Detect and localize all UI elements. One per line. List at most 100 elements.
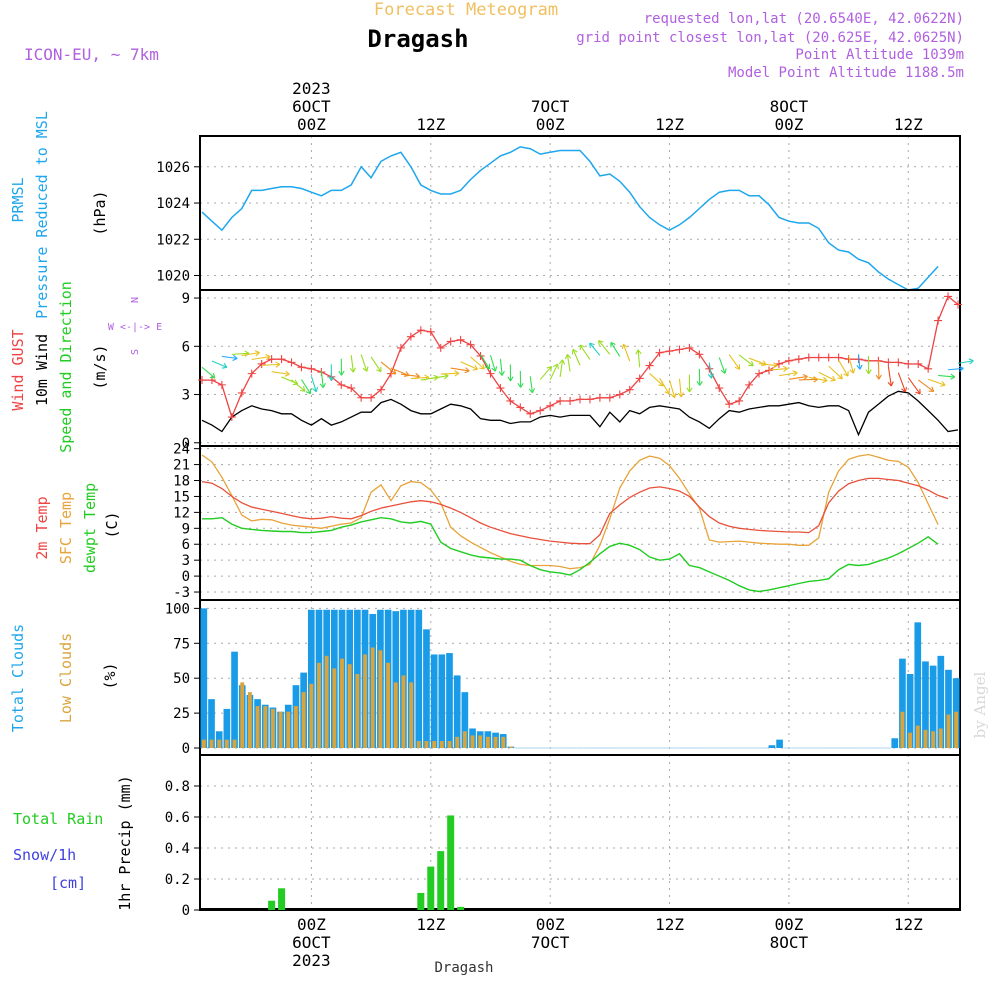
point-altitude: Point Altitude 1039m [795,47,964,63]
ytick-label: 6 [182,339,190,355]
wind-arrow [470,356,485,370]
wind-arrow-head [843,371,849,377]
wind-arrow [798,378,818,381]
total-cloud-bar [899,658,906,749]
wind-arrow-head [464,367,470,374]
wind-arrow-head [950,373,956,380]
wind-arrow [201,366,216,379]
compass-rose: N W <-|-> E S [108,297,162,355]
gust-marker [197,376,206,385]
low-cloud-bar [317,662,321,749]
wind-arrow [788,375,808,380]
low-cloud-bar [462,731,467,749]
gust-marker [237,388,246,397]
gust-marker [456,335,465,344]
wind-arrow-head [772,362,778,369]
wind-arrow [572,349,581,366]
requested-coords: requested lon,lat (20.6540E, 42.0622N) [644,11,964,27]
gust-marker [725,400,734,409]
bottom-time-label: 12Z [416,915,445,934]
gust-marker [615,390,624,399]
gust-marker [426,327,435,336]
sfc-label: SFC Temp [57,492,75,564]
wind-arrow-head [782,365,788,373]
gust-label: Wind GUST [9,329,27,410]
ytick-label: 100 [165,601,190,617]
t2m-line [201,477,949,545]
low-cloud-bar [493,736,498,749]
rain-bar [427,866,435,910]
panel-border [199,754,961,911]
gust-marker [536,406,545,415]
low-cloud-bar [271,708,275,749]
gust-marker [904,359,913,368]
wind-arrow-head [901,386,908,393]
wind-arrow [440,372,459,375]
wind-arrow-head [635,349,642,355]
low-cloud-bar [309,683,314,749]
low-cloud-bar [386,662,390,749]
gust-marker [506,396,515,405]
top-time-label: 7OCT [531,97,570,116]
wind-arrow [887,366,892,387]
gust-marker [516,403,525,412]
total-cloud-bar [891,738,899,749]
wind-arrow-head [254,350,260,357]
wind-arrow-head [491,366,498,372]
gust-marker [884,358,893,367]
wind-arrow [261,363,280,366]
total-cloud-bar [208,699,215,749]
snow-label: Snow/1h [13,846,76,864]
model-altitude: Model Point Altitude 1188.5m [728,65,964,81]
gust-marker [347,384,356,393]
wind-arrow-head [305,388,312,395]
gust-marker [685,343,694,352]
wind-arrow [778,372,798,377]
gust-marker [267,355,276,364]
total-cloud-bar [922,661,929,749]
top-time-label: 6OCT [292,97,331,116]
low-cloud-bar [378,650,383,749]
low-cloud-bar [263,706,268,749]
low-cloud-bar [923,729,928,749]
pressure-unit: (hPa) [91,190,109,235]
ytick-label: -3 [173,585,190,601]
wind-arrow [598,340,611,355]
low-cloud-bar [401,675,406,749]
wind-arrow-head [558,359,566,365]
wind-arrow [566,354,571,372]
gust-marker [924,364,933,373]
compass-we: W <-|-> E [108,322,162,333]
ytick-label: 25 [173,706,190,722]
bottom-time-label: 6OCT [292,933,331,952]
low-cloud-bar [478,735,483,749]
bottom-time-label: 12Z [894,915,923,934]
wind-arrow [350,355,354,373]
wind-arrow [450,367,470,372]
gust-marker [695,350,704,359]
gust-marker [396,343,405,352]
wind-arrow [539,366,552,380]
wind-arrow-head [376,366,382,373]
total-cloud-bar [438,654,446,749]
gust-marker [486,369,495,378]
wind-arrow [390,367,410,376]
wind-arrow [708,362,713,379]
gust-marker [934,316,943,325]
wind-arrow [768,368,788,371]
low-cloud-bar [363,654,367,749]
wind-arrow [559,359,564,377]
dewpoint-line [202,516,939,593]
low-cloud-bar [340,658,344,749]
top-time-label: 12Z [416,115,445,134]
gust-marker [745,380,754,389]
low-cloud-bar [416,741,421,749]
gust-marker [784,356,793,365]
top-time-label: 00Z [536,115,565,134]
low-cloud-bar [393,682,398,749]
top-time-label: 12Z [894,115,923,134]
dew-label: dewpt Temp [81,483,99,573]
wind-arrow [460,361,478,370]
wind-arrow [649,373,664,387]
gust-marker [824,353,833,362]
